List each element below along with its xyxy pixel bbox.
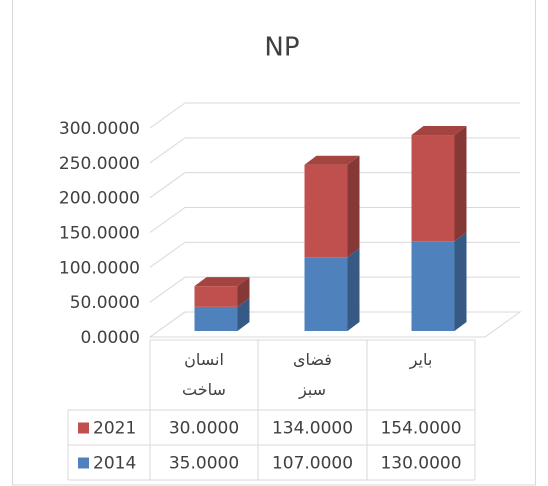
x-tick-label: انسان ساخت (182, 350, 226, 399)
y-tick-label: 200.0000 (59, 189, 140, 209)
grid-line (149, 172, 520, 199)
data-label: 134.0000 (272, 419, 353, 439)
grid-line (149, 207, 520, 233)
bar (194, 306, 238, 331)
bar (304, 164, 348, 258)
bar-side (347, 248, 360, 331)
legend-label: 2014 (93, 454, 136, 474)
data-label: 107.0000 (272, 454, 353, 474)
bar (411, 135, 455, 242)
grid-line (149, 241, 520, 268)
grid-line (149, 137, 520, 164)
bar-side (237, 277, 250, 307)
legend-swatch (78, 457, 89, 469)
bar (304, 257, 348, 331)
y-tick-label: 300.0000 (59, 119, 140, 139)
category-cell: بایر (409, 350, 433, 369)
grid-line (149, 311, 520, 338)
bar-side (347, 155, 360, 258)
category-cell: انسان ساخت (182, 350, 226, 399)
data-label: 35.0000 (169, 454, 239, 474)
chart-title: NP (264, 33, 299, 63)
data-label: 30.0000 (169, 419, 239, 439)
y-tick-label: 0.0000 (81, 328, 140, 348)
category-cell: فضای سبز (293, 350, 332, 399)
y-tick-label: 50.0000 (70, 293, 140, 313)
bar-side (454, 232, 467, 331)
grid-line (149, 102, 520, 129)
y-tick-label: 250.0000 (59, 154, 140, 174)
legend-swatch (78, 422, 89, 434)
y-tick-label: 150.0000 (59, 224, 140, 244)
grid-line (149, 276, 520, 303)
bar (194, 286, 238, 307)
x-tick-label: فضای سبز (293, 350, 332, 399)
data-label: 130.0000 (380, 454, 461, 474)
bar-side (454, 126, 467, 242)
legend-label: 2021 (93, 419, 136, 439)
x-tick-label: بایر (409, 350, 433, 369)
data-label: 154.0000 (380, 419, 461, 439)
y-tick-label: 100.0000 (59, 258, 140, 278)
bar-top (411, 126, 467, 136)
bar (411, 241, 455, 331)
bar-top (194, 277, 250, 287)
bar-side (237, 297, 250, 331)
bar-top (304, 155, 360, 165)
